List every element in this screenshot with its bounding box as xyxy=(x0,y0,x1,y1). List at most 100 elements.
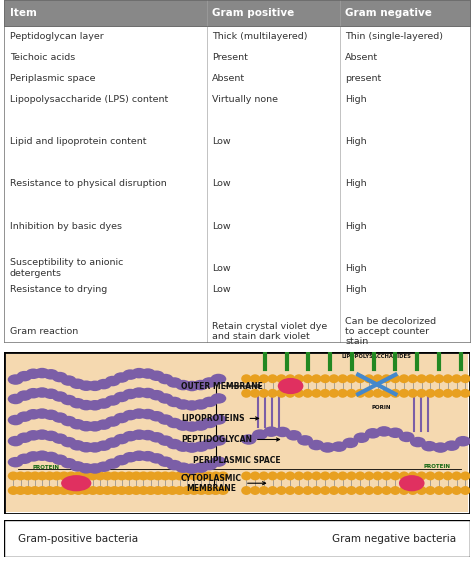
Ellipse shape xyxy=(364,486,374,495)
Ellipse shape xyxy=(210,486,221,495)
Ellipse shape xyxy=(382,374,392,383)
Ellipse shape xyxy=(58,472,70,481)
Ellipse shape xyxy=(373,472,383,481)
Ellipse shape xyxy=(105,376,120,386)
Ellipse shape xyxy=(311,486,321,495)
Text: Low: Low xyxy=(212,285,231,294)
Ellipse shape xyxy=(43,410,59,420)
Ellipse shape xyxy=(78,421,94,432)
Ellipse shape xyxy=(113,413,129,423)
Ellipse shape xyxy=(342,438,358,448)
Text: Item: Item xyxy=(9,8,36,18)
Ellipse shape xyxy=(331,441,347,452)
Text: Peptidoglycan layer: Peptidoglycan layer xyxy=(9,31,103,40)
Ellipse shape xyxy=(337,486,348,495)
Ellipse shape xyxy=(152,472,164,481)
Ellipse shape xyxy=(184,464,200,474)
Ellipse shape xyxy=(311,389,321,398)
Ellipse shape xyxy=(267,374,278,383)
Text: CYTOPLASMIC
MEMBRANE: CYTOPLASMIC MEMBRANE xyxy=(181,474,265,493)
Ellipse shape xyxy=(140,430,156,441)
Ellipse shape xyxy=(276,374,286,383)
Ellipse shape xyxy=(8,472,19,481)
Ellipse shape xyxy=(285,486,295,495)
Text: Low: Low xyxy=(212,137,231,146)
Ellipse shape xyxy=(145,486,156,495)
Ellipse shape xyxy=(329,389,339,398)
Ellipse shape xyxy=(443,374,453,383)
Ellipse shape xyxy=(294,374,304,383)
Ellipse shape xyxy=(210,472,221,481)
Ellipse shape xyxy=(61,375,76,386)
Ellipse shape xyxy=(149,453,164,464)
Ellipse shape xyxy=(337,389,348,398)
Ellipse shape xyxy=(294,486,304,495)
Ellipse shape xyxy=(17,454,32,464)
Ellipse shape xyxy=(167,472,178,481)
Ellipse shape xyxy=(167,486,178,495)
Ellipse shape xyxy=(267,486,278,495)
Ellipse shape xyxy=(346,389,356,398)
Ellipse shape xyxy=(387,428,403,438)
Ellipse shape xyxy=(286,430,301,441)
Ellipse shape xyxy=(166,460,182,470)
Ellipse shape xyxy=(434,389,444,398)
Ellipse shape xyxy=(157,374,173,384)
Ellipse shape xyxy=(25,409,41,419)
Ellipse shape xyxy=(364,472,374,481)
Ellipse shape xyxy=(408,389,418,398)
Ellipse shape xyxy=(43,452,59,462)
Ellipse shape xyxy=(274,427,291,437)
Ellipse shape xyxy=(259,472,269,481)
Text: Resistance to drying: Resistance to drying xyxy=(9,285,107,294)
Ellipse shape xyxy=(390,486,401,495)
Ellipse shape xyxy=(116,472,128,481)
Ellipse shape xyxy=(329,486,339,495)
Ellipse shape xyxy=(425,374,436,383)
Ellipse shape xyxy=(320,389,330,398)
Ellipse shape xyxy=(17,391,32,401)
Text: OUTER MEMBRANE: OUTER MEMBRANE xyxy=(181,382,263,391)
Ellipse shape xyxy=(302,486,313,495)
Ellipse shape xyxy=(157,456,173,467)
Ellipse shape xyxy=(113,392,129,402)
Ellipse shape xyxy=(113,455,129,465)
Ellipse shape xyxy=(241,389,251,398)
Ellipse shape xyxy=(87,442,103,452)
Ellipse shape xyxy=(69,398,85,409)
Ellipse shape xyxy=(69,461,85,472)
Ellipse shape xyxy=(309,440,324,450)
Ellipse shape xyxy=(52,433,68,444)
Ellipse shape xyxy=(34,429,50,440)
Ellipse shape xyxy=(61,395,76,405)
Ellipse shape xyxy=(460,389,471,398)
Text: PROTEIN: PROTEIN xyxy=(424,464,451,469)
Ellipse shape xyxy=(276,389,286,398)
Ellipse shape xyxy=(241,374,251,383)
Ellipse shape xyxy=(451,472,462,481)
Ellipse shape xyxy=(346,472,356,481)
Ellipse shape xyxy=(109,472,120,481)
Ellipse shape xyxy=(320,486,330,495)
Ellipse shape xyxy=(8,457,24,468)
Text: Lipid and lipoprotein content: Lipid and lipoprotein content xyxy=(9,137,146,146)
Ellipse shape xyxy=(203,472,214,481)
Ellipse shape xyxy=(44,486,55,495)
Ellipse shape xyxy=(181,472,192,481)
Ellipse shape xyxy=(218,472,228,481)
Ellipse shape xyxy=(36,486,48,495)
Ellipse shape xyxy=(193,441,209,452)
Ellipse shape xyxy=(320,472,330,481)
Ellipse shape xyxy=(25,369,41,379)
Text: Inhibition by basic dyes: Inhibition by basic dyes xyxy=(9,221,122,230)
Ellipse shape xyxy=(302,389,313,398)
Ellipse shape xyxy=(96,441,112,451)
Ellipse shape xyxy=(166,397,182,407)
Ellipse shape xyxy=(87,400,103,411)
Ellipse shape xyxy=(250,389,260,398)
Ellipse shape xyxy=(8,486,19,495)
Ellipse shape xyxy=(276,472,286,481)
Ellipse shape xyxy=(460,374,471,383)
Ellipse shape xyxy=(96,379,112,389)
Ellipse shape xyxy=(201,460,218,470)
